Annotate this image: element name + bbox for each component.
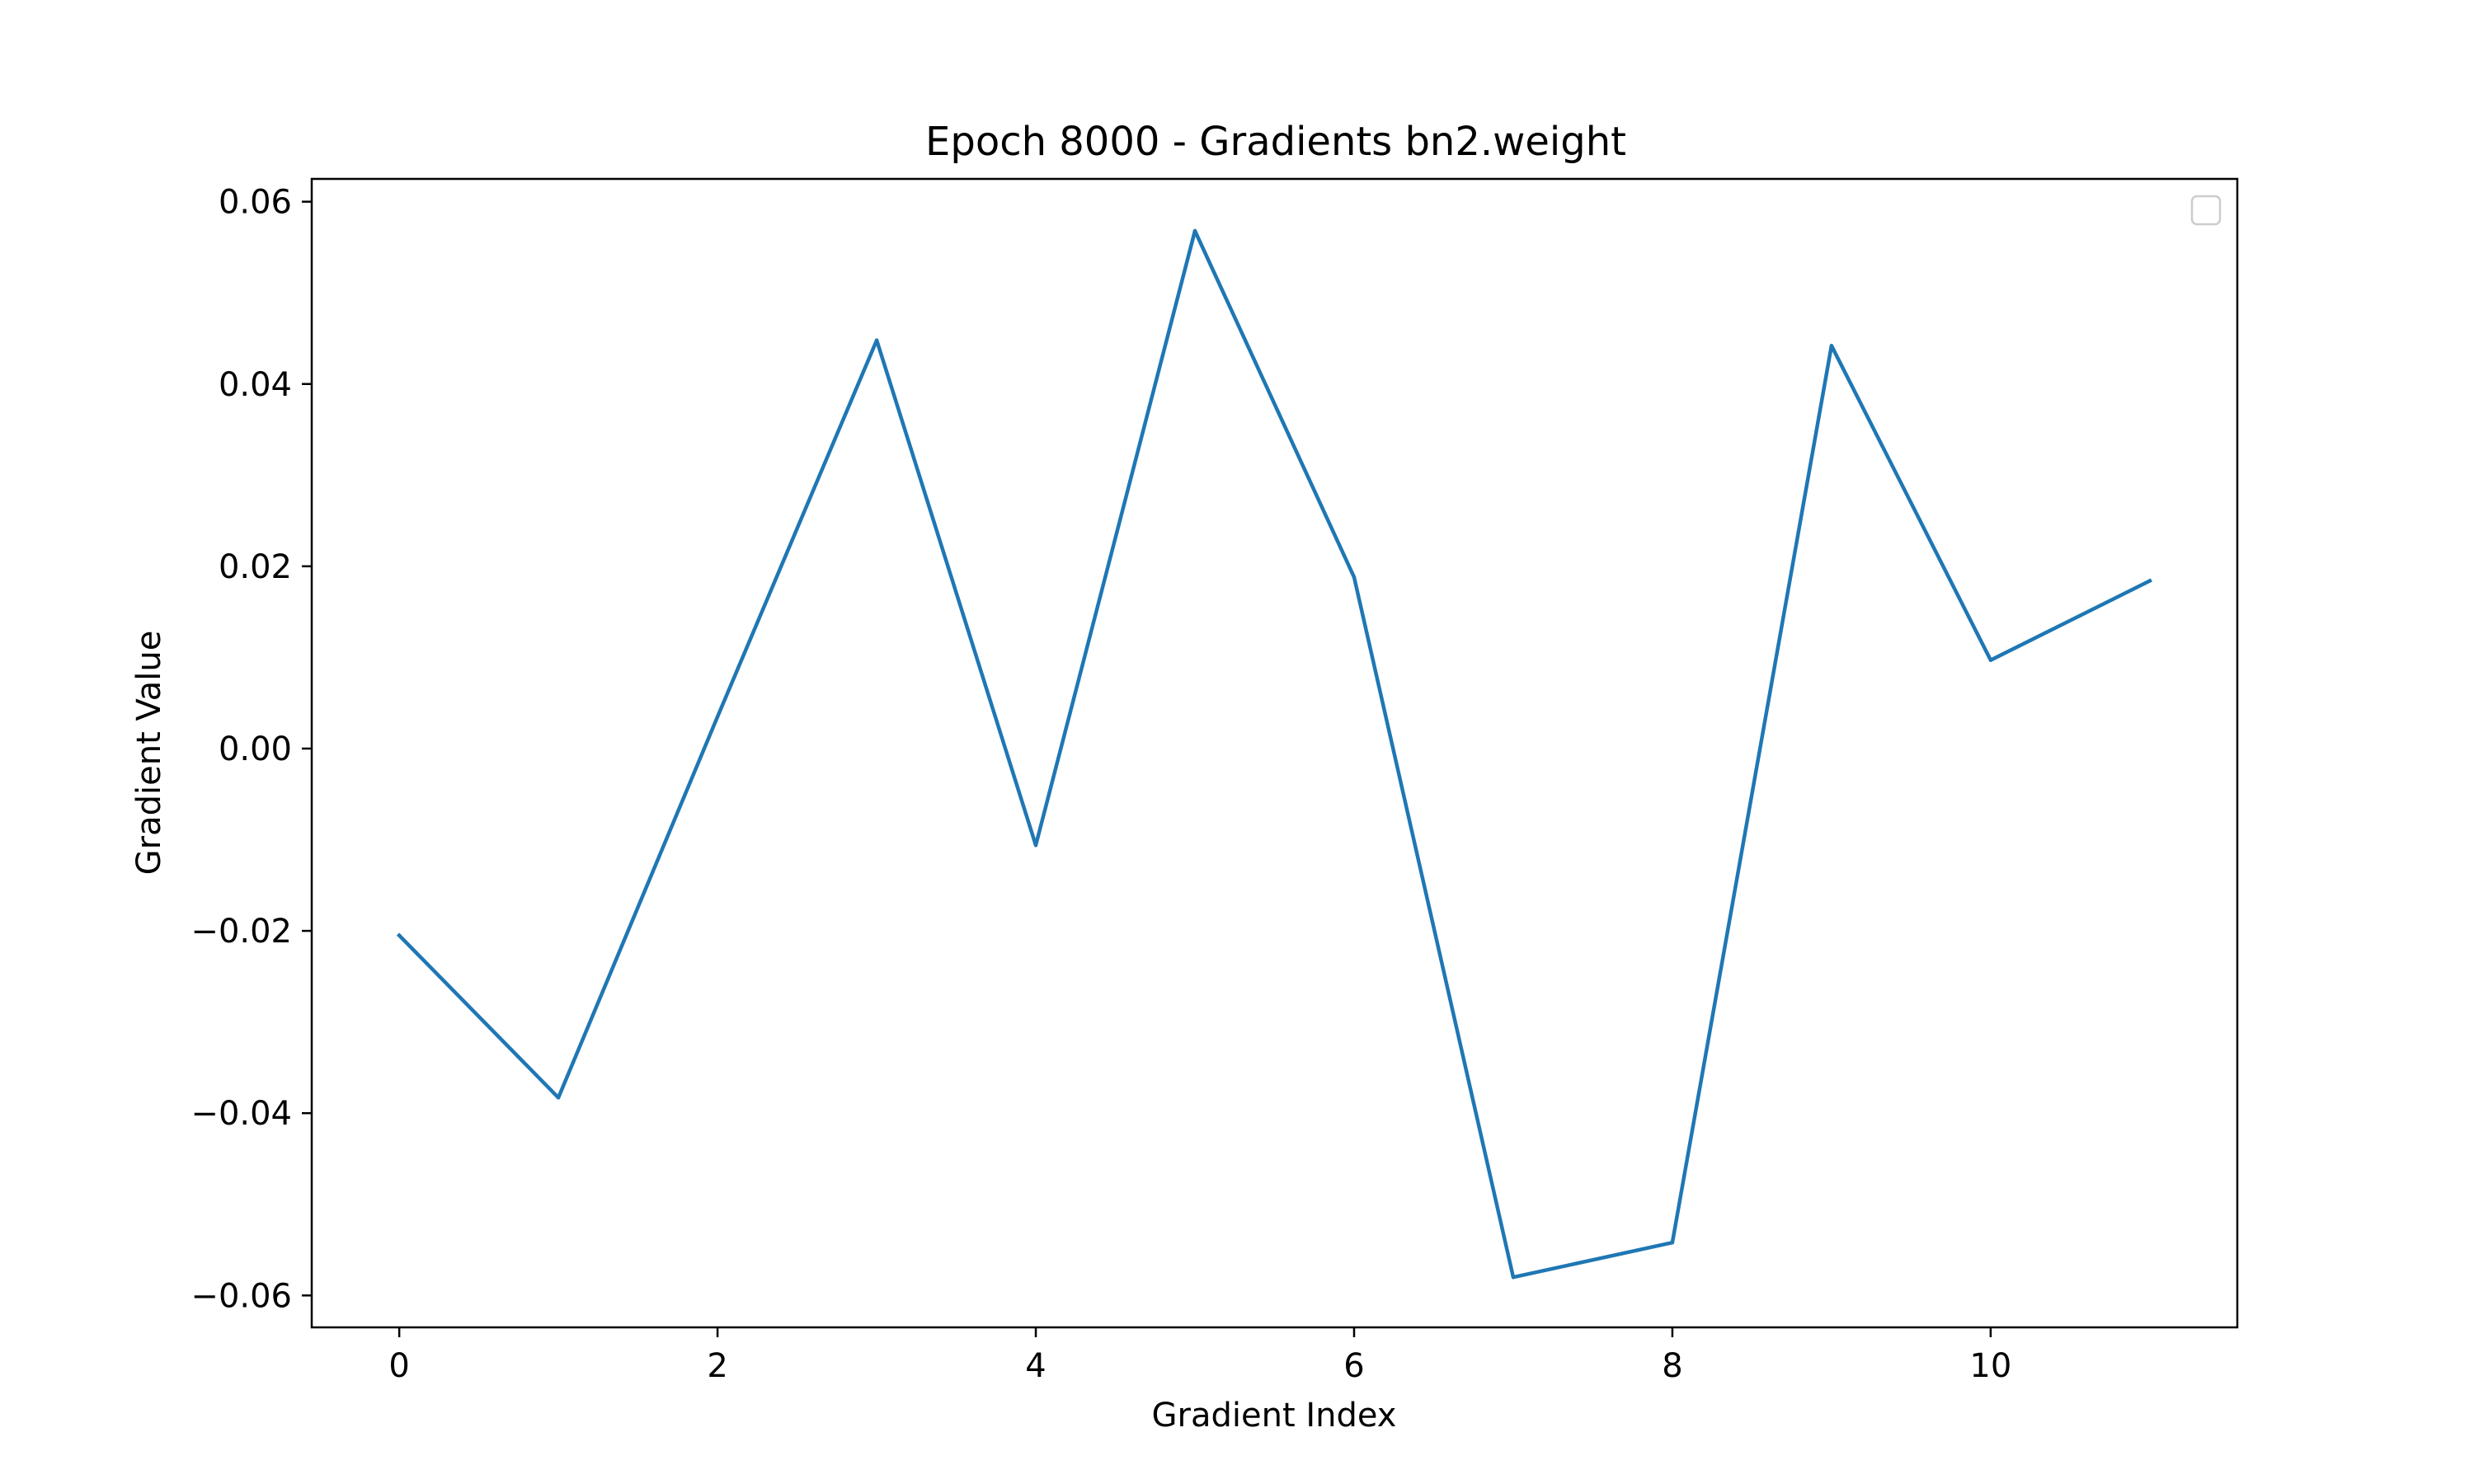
- x-tick-label: 6: [1343, 1347, 1364, 1385]
- y-tick-label: 0.00: [219, 730, 292, 768]
- data-points: [397, 228, 2152, 1280]
- y-tick-label: −0.06: [190, 1277, 292, 1315]
- data-point: [1511, 1275, 1516, 1280]
- legend-box: [2190, 195, 2222, 226]
- y-axis-label: Gradient Value: [130, 631, 168, 876]
- data-point: [397, 933, 402, 937]
- y-tick-label: 0.02: [219, 548, 292, 586]
- x-axis-label: Gradient Index: [1152, 1397, 1397, 1435]
- y-axis-ticks: 0.06 0.04 0.02 0.00 −0.02 −0.04 −0.06: [190, 184, 312, 1315]
- x-tick-label: 2: [707, 1347, 727, 1385]
- data-point: [715, 715, 720, 719]
- x-tick-label: 10: [1969, 1347, 2011, 1385]
- y-tick-label: −0.04: [190, 1095, 292, 1133]
- data-point: [2147, 579, 2152, 583]
- data-point: [1988, 658, 1993, 662]
- y-tick-label: 0.06: [219, 184, 292, 222]
- data-point: [1033, 843, 1038, 848]
- x-tick-label: 0: [388, 1347, 409, 1385]
- chart-title: Epoch 8000 - Gradients bn2.weight: [925, 119, 1626, 165]
- x-tick-label: 8: [1662, 1347, 1682, 1385]
- data-point: [1192, 228, 1197, 233]
- data-point: [1829, 344, 1834, 348]
- data-point: [1352, 575, 1357, 580]
- data-point: [556, 1096, 561, 1100]
- y-tick-label: 0.04: [219, 366, 292, 404]
- data-point: [1670, 1241, 1675, 1245]
- plot-area-frame: [310, 177, 2239, 1329]
- y-tick-label: −0.02: [190, 913, 292, 951]
- x-tick-label: 4: [1025, 1347, 1046, 1385]
- gradient-series-line: [396, 228, 2152, 1280]
- data-point: [874, 338, 879, 342]
- x-axis-ticks: 0 2 4 6 8 10: [388, 1327, 2011, 1385]
